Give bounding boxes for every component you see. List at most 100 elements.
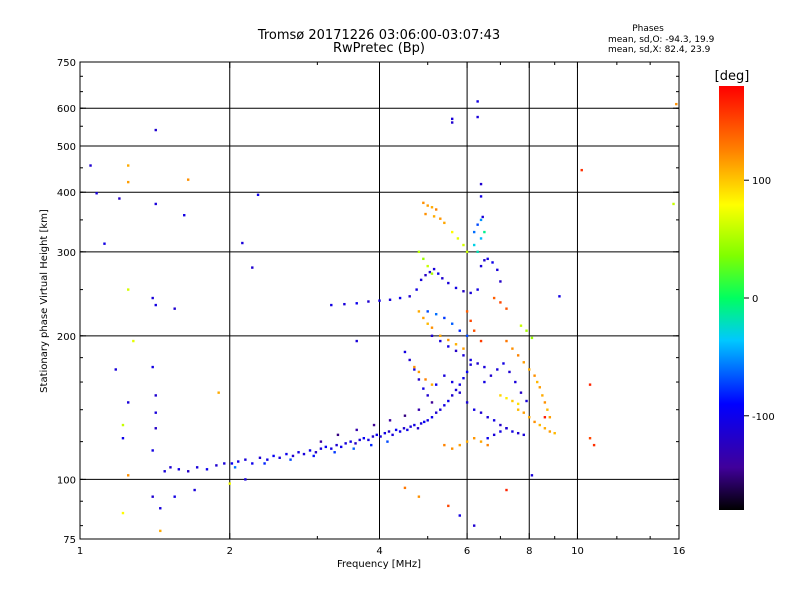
colorbar-tick-label: -100	[752, 412, 775, 423]
data-point	[417, 310, 421, 313]
data-point	[383, 431, 387, 435]
data-point	[417, 378, 421, 381]
x-tick-label: 2	[227, 546, 233, 557]
data-point	[450, 394, 454, 397]
data-point	[285, 452, 288, 456]
data-point	[151, 449, 154, 452]
data-point	[386, 440, 389, 443]
data-point	[330, 303, 333, 307]
data-point	[588, 437, 592, 440]
data-point	[302, 452, 306, 456]
data-point	[454, 343, 458, 346]
data-point	[419, 278, 423, 282]
data-point	[362, 437, 366, 440]
colorbar-label: [deg]	[715, 69, 750, 84]
data-point	[525, 399, 528, 403]
data-point	[472, 437, 476, 440]
data-point	[378, 299, 381, 302]
data-point	[439, 339, 442, 343]
data-point	[541, 394, 544, 397]
data-point	[447, 345, 450, 348]
data-point	[177, 468, 181, 471]
data-point	[450, 447, 454, 450]
data-point	[424, 273, 427, 277]
data-point	[154, 411, 157, 414]
data-point	[450, 322, 454, 325]
data-point	[528, 416, 531, 419]
data-point	[324, 445, 328, 449]
data-point	[505, 396, 508, 400]
data-point	[428, 270, 432, 274]
data-point	[355, 339, 358, 343]
data-point	[456, 237, 460, 240]
data-point	[458, 383, 461, 386]
data-point	[352, 447, 355, 450]
phases-o-mode: mean, sd,O: -94.3, 19.9	[608, 35, 715, 45]
data-point	[588, 383, 592, 386]
data-point	[151, 365, 154, 369]
data-point	[505, 427, 508, 430]
grid-layer	[80, 62, 679, 539]
data-point	[183, 214, 186, 217]
data-point	[483, 259, 486, 262]
data-point	[450, 380, 454, 384]
data-point	[330, 447, 333, 450]
data-point	[256, 193, 260, 197]
data-point	[430, 383, 434, 386]
data-point	[251, 462, 254, 465]
data-point	[358, 438, 361, 442]
data-point	[548, 416, 552, 419]
data-point	[415, 288, 418, 291]
data-point	[387, 430, 391, 433]
data-point	[403, 414, 407, 417]
data-point	[403, 350, 407, 354]
data-point	[486, 437, 489, 440]
data-point	[417, 370, 421, 374]
x-tick-label: 6	[464, 546, 470, 557]
data-point	[491, 261, 494, 264]
data-point	[516, 408, 520, 411]
data-point	[278, 456, 281, 459]
data-point	[443, 316, 446, 320]
data-point	[151, 296, 154, 300]
data-point	[465, 440, 469, 443]
data-point	[372, 423, 376, 427]
data-point	[132, 339, 135, 343]
phases-x-mode: mean, sd,X: 82.4, 23.9	[608, 45, 711, 55]
data-point	[516, 431, 520, 435]
data-point	[499, 394, 502, 397]
data-point	[439, 217, 442, 220]
data-point	[173, 307, 176, 310]
data-point	[454, 388, 458, 392]
data-point	[543, 427, 547, 430]
data-point	[462, 290, 465, 293]
data-point	[422, 387, 425, 390]
data-point	[538, 423, 541, 427]
data-point	[127, 180, 130, 184]
data-point	[314, 451, 318, 454]
data-point	[462, 347, 465, 350]
data-point	[481, 215, 484, 219]
data-point	[379, 435, 382, 438]
data-point	[437, 272, 440, 275]
data-point	[233, 466, 237, 469]
data-point	[371, 435, 375, 438]
data-point	[538, 386, 541, 389]
data-point	[230, 462, 234, 465]
data-point	[434, 208, 438, 211]
data-point	[472, 329, 476, 332]
data-point	[499, 301, 502, 304]
data-point	[154, 202, 157, 206]
data-point	[195, 466, 199, 469]
phases-heading: Phases	[632, 24, 664, 34]
data-point	[434, 411, 438, 414]
data-point	[472, 230, 476, 234]
data-point	[186, 470, 190, 473]
data-point	[370, 443, 373, 447]
data-point	[528, 368, 531, 371]
data-point	[426, 204, 429, 207]
data-point	[522, 433, 525, 437]
y-tick-label: 75	[63, 535, 76, 546]
data-point	[251, 266, 254, 269]
